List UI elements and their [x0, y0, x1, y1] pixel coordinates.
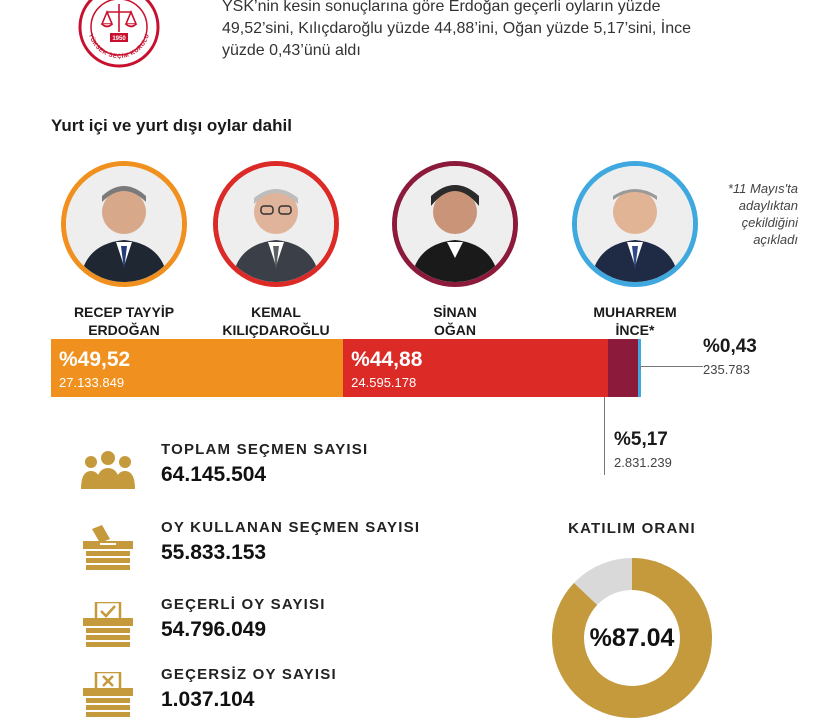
stat-value: 1.037.104 — [161, 688, 255, 711]
candidate-name-line2: İNCE* — [615, 322, 655, 338]
callout-votes-ince: 235.783 — [703, 362, 750, 377]
candidate-ogan: SİNAN OĞAN — [375, 161, 535, 339]
segment-percent: %49,52 — [59, 348, 131, 371]
withdrawal-note: *11 Mayıs'ta adaylıktan çekildiğini açık… — [727, 181, 798, 247]
candidate-name-line1: RECEP TAYYİP — [73, 304, 175, 320]
candidate-photo — [572, 161, 698, 287]
turnout-donut — [552, 558, 712, 718]
candidate-photo — [213, 161, 339, 287]
intro-text: YSK’nin kesin sonuçlarına göre Erdoğan g… — [222, 0, 692, 59]
turnout-percent: %87.04 — [589, 624, 675, 652]
logo-year: 1950 — [112, 36, 126, 42]
callout-votes-ogan: 2.831.239 — [614, 455, 672, 470]
segment-votes: 24.595.178 — [351, 375, 417, 390]
candidate-ince: MUHARREM İNCE* — [555, 161, 715, 339]
people-icon — [80, 447, 136, 495]
bar-segment-ogan — [607, 339, 639, 397]
candidate-kilicdaroglu: KEMAL KILIÇDAROĞLU — [196, 161, 356, 339]
candidate-name-line2: KILIÇDAROĞLU — [222, 322, 330, 338]
candidate-name-line1: KEMAL — [251, 304, 301, 320]
callout-percent-ince: %0,43 — [703, 336, 757, 357]
section-subtitle: Yurt içi ve yurt dışı oylar dahil — [51, 116, 292, 135]
stat-value: 55.833.153 — [161, 541, 267, 564]
candidate-erdogan: RECEP TAYYİP ERDOĞAN — [44, 161, 204, 339]
donut-fill-arc — [552, 558, 712, 718]
ballot-box-check-icon — [80, 600, 136, 650]
callout-connector-ince — [640, 367, 641, 369]
candidate-photo — [61, 161, 187, 287]
callout-connector-ogan — [604, 397, 605, 475]
ysk-logo: 1950 YÜKSEK SEÇİM KURULU — [78, 0, 160, 68]
bar-segment-ince — [638, 339, 641, 397]
callout-connector-ince-h — [641, 366, 703, 367]
bar-segment-kilicdaroglu: %44,88 24.595.178 — [343, 339, 608, 397]
candidate-name-line1: SİNAN — [433, 304, 477, 320]
stat-label: TOPLAM SEÇMEN SAYISI — [161, 441, 369, 458]
bar-segment-erdogan: %49,52 27.133.849 — [51, 339, 344, 397]
candidate-name-line1: MUHARREM — [593, 304, 677, 320]
segment-votes: 27.133.849 — [59, 375, 125, 390]
candidate-name-line2: OĞAN — [434, 322, 476, 338]
stat-label: OY KULLANAN SEÇMEN SAYISI — [161, 519, 421, 536]
callout-percent-ogan: %5,17 — [614, 429, 668, 450]
ballot-box-x-icon — [80, 670, 136, 719]
ballot-box-icon — [80, 525, 136, 573]
candidate-photo — [392, 161, 518, 287]
stat-value: 64.145.504 — [161, 463, 267, 486]
stat-label: GEÇERLİ OY SAYISI — [161, 596, 326, 613]
segment-percent: %44,88 — [351, 348, 423, 371]
result-bar: %49,52 27.133.849 %44,88 24.595.178 — [51, 339, 641, 397]
turnout-title: KATILIM ORANI — [568, 520, 696, 537]
stat-label: GEÇERSİZ OY SAYISI — [161, 666, 337, 683]
stat-value: 54.796.049 — [161, 618, 267, 641]
candidate-name-line2: ERDOĞAN — [88, 322, 160, 338]
